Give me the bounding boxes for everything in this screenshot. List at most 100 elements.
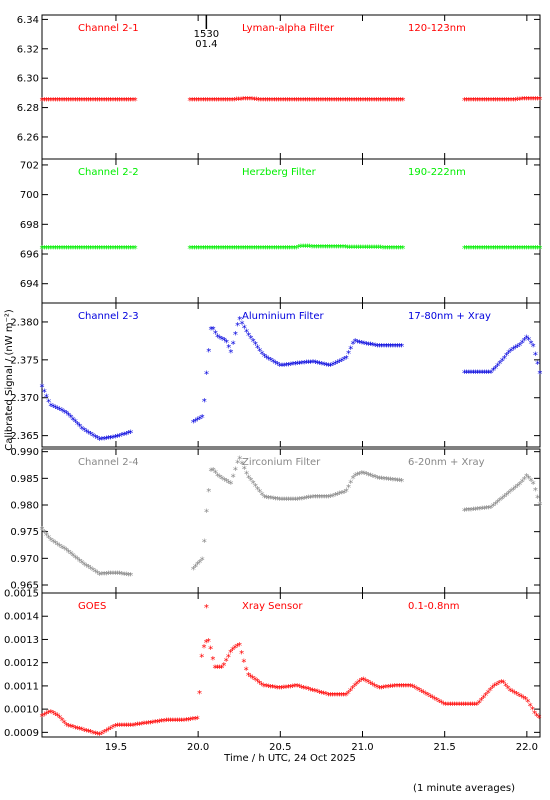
data-point: *	[532, 709, 538, 720]
data-point: *	[495, 498, 501, 509]
data-point: *	[454, 700, 460, 711]
data-point: *	[486, 244, 492, 255]
data-point: *	[311, 96, 317, 107]
data-point: *	[39, 712, 45, 723]
data-point: *	[59, 543, 65, 554]
x-axis-label: Time / h UTC, 24 Oct 2025	[223, 753, 356, 764]
data-point: *	[252, 676, 258, 687]
data-point: *	[262, 96, 268, 107]
x-tick-label: 20.0	[187, 742, 209, 753]
data-point: *	[117, 96, 123, 107]
data-point: *	[365, 678, 371, 689]
data-point: *	[261, 493, 267, 504]
data-point: *	[467, 700, 473, 711]
data-point: *	[516, 691, 522, 702]
data-point: *	[145, 719, 151, 730]
y-tick-label: 0.980	[10, 501, 39, 512]
data-point: *	[293, 244, 299, 255]
data-point: *	[258, 244, 264, 255]
data-point: *	[52, 710, 58, 721]
data-point: *	[126, 96, 132, 107]
data-point: *	[101, 728, 107, 739]
data-point: *	[356, 678, 362, 689]
y-tick-label: 2.375	[10, 355, 39, 366]
data-point: *	[172, 717, 178, 728]
data-point: *	[521, 336, 527, 347]
data-point: *	[341, 691, 347, 702]
data-point: *	[277, 362, 283, 373]
series-segment-1: ****************************************…	[39, 637, 542, 742]
data-point: *	[70, 723, 76, 734]
data-point: *	[461, 369, 467, 380]
data-point: *	[506, 96, 512, 107]
data-point: *	[41, 528, 47, 539]
data-point: *	[388, 476, 394, 487]
data-point: *	[278, 244, 284, 255]
data-point: *	[515, 342, 521, 353]
data-point: *	[77, 557, 83, 568]
data-point: *	[317, 360, 323, 371]
data-point: *	[395, 96, 401, 107]
data-point: *	[94, 434, 100, 445]
data-point: *	[519, 244, 525, 255]
data-point: *	[225, 244, 231, 255]
data-point: *	[301, 494, 307, 505]
data-point: *	[501, 244, 507, 255]
data-point: *	[59, 244, 65, 255]
data-point: *	[470, 506, 476, 517]
data-point: *	[476, 699, 482, 710]
data-point: *	[108, 96, 114, 107]
data-point: *	[399, 342, 405, 353]
data-point: *	[387, 244, 393, 255]
data-point: *	[382, 96, 388, 107]
panel-filter-label: Herzberg Filter	[242, 167, 317, 178]
panel-5: 0.0009 0.0010 0.0011 0.0012 0.0013 0.0014 0.00…	[4, 589, 542, 742]
data-point: *	[199, 413, 205, 424]
data-point: *	[350, 474, 356, 485]
data-point: *	[101, 244, 107, 255]
data-point: *	[101, 96, 107, 107]
data-point: *	[238, 95, 244, 106]
data-point: *	[528, 477, 534, 488]
data-point: *	[70, 415, 76, 426]
data-point: *	[528, 339, 534, 350]
data-point: *	[272, 683, 278, 694]
data-point: *	[279, 362, 285, 373]
data-point: *	[236, 244, 242, 255]
series-segment-3: ***********************************	[461, 95, 542, 107]
data-point: *	[270, 494, 276, 505]
x-tick-label: 22.0	[516, 742, 538, 753]
data-point: *	[410, 682, 416, 693]
data-point: *	[39, 96, 45, 107]
data-point: *	[261, 352, 267, 363]
data-point: *	[57, 244, 63, 255]
data-point: *	[314, 359, 320, 370]
data-point: *	[99, 96, 105, 107]
data-point: *	[88, 96, 94, 107]
data-point: *	[297, 495, 303, 506]
data-point: *	[216, 244, 222, 255]
data-point: *	[387, 96, 393, 107]
data-point: *	[526, 474, 532, 485]
data-point: *	[389, 96, 395, 107]
data-point: *	[66, 411, 72, 422]
data-point: *	[68, 413, 74, 424]
data-point: *	[189, 96, 195, 107]
panel-band-label: 6-20nm + Xray	[408, 457, 485, 468]
data-point: *	[266, 494, 272, 505]
data-point: *	[48, 708, 54, 719]
data-point: *	[421, 689, 427, 700]
data-point: *	[468, 96, 474, 107]
data-point: *	[179, 717, 185, 728]
series-segment-1: ****************************************…	[39, 525, 134, 582]
panel-1: 6.26 6.28 6.30 6.32 6.34 Channel 2-1 Lyman-alp…	[17, 14, 543, 160]
data-point: *	[346, 349, 352, 360]
data-point: *	[263, 354, 269, 365]
data-point: *	[70, 96, 76, 107]
data-point: *	[317, 493, 323, 504]
data-point: *	[423, 690, 429, 701]
data-point: *	[306, 494, 312, 505]
data-point: *	[208, 645, 214, 656]
y-tick-label: 2.380	[10, 317, 39, 328]
data-point: *	[79, 559, 85, 570]
